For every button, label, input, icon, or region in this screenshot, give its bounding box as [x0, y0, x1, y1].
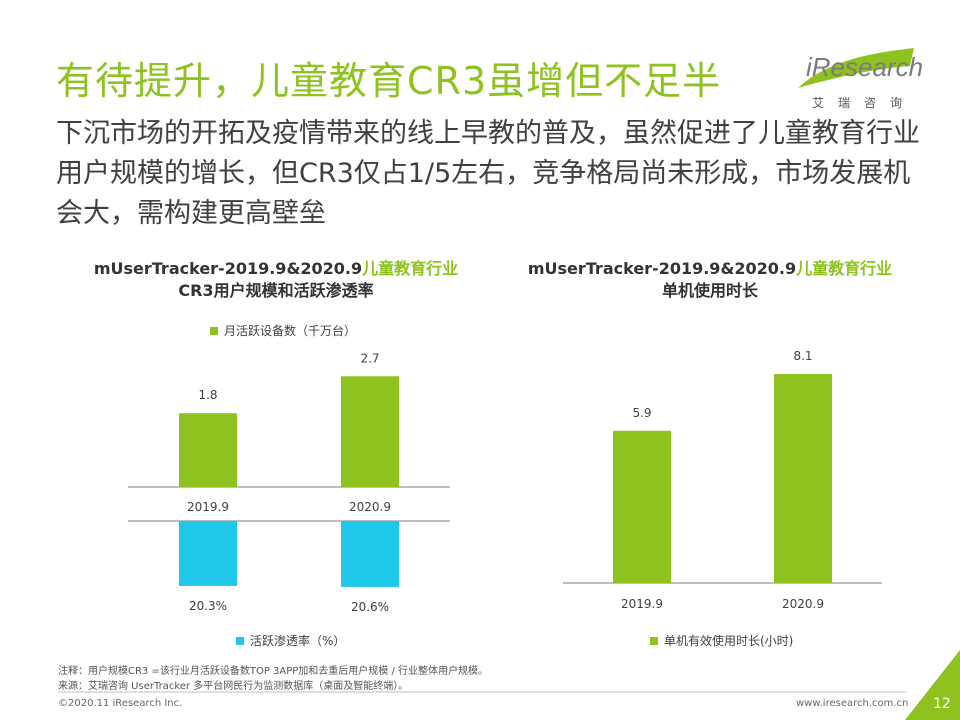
- right-chart-title: mUserTracker-2019.9&2020.9儿童教育行业 单机使用时长: [500, 258, 920, 302]
- page-subtitle: 下沉市场的开拓及疫情带来的线上早教的普及，虽然促进了儿童教育行业用户规模的增长，…: [56, 118, 920, 229]
- x-tick-label: 2019.9: [187, 500, 229, 514]
- right-chart-title-prefix: mUserTracker-2019.9&2020.9: [527, 259, 797, 278]
- note-line: 注释：用户规模CR3 =该行业月活跃设备数TOP 3APP加和去重后用户规模 /…: [58, 666, 489, 677]
- page-title: 有待提升，儿童教育CR3虽增但不足半: [56, 59, 722, 103]
- data-label-active-devices: 2.7: [360, 351, 379, 365]
- website-url[interactable]: www.iresearch.com.cn: [796, 698, 909, 709]
- data-label-penetration-rate: 20.3%: [189, 599, 227, 613]
- bar-active-devices: [341, 376, 399, 487]
- left-chart-title-prefix: mUserTracker-2019.9&2020.9: [93, 259, 363, 278]
- logo-text: iResearch: [806, 52, 924, 82]
- page-number: 12: [933, 696, 951, 712]
- data-label-active-devices: 1.8: [198, 388, 217, 402]
- data-label-usage-time: 5.9: [632, 406, 651, 420]
- left-chart-title-line2: CR3用户规模和活跃渗透率: [178, 281, 374, 300]
- copyright: ©2020.11 iResearch Inc.: [58, 698, 183, 709]
- legend-swatch-usage-time: [650, 637, 658, 645]
- legend-label-active-devices: 月活跃设备数（千万台）: [224, 323, 356, 338]
- right-chart-title-highlight: 儿童教育行业: [796, 259, 893, 278]
- legend-swatch-active-devices: [210, 327, 218, 335]
- logo-subtitle: 艾瑞咨询: [812, 96, 917, 110]
- legend-swatch-penetration-rate: [236, 637, 244, 645]
- bar-usage-time: [613, 430, 671, 583]
- x-tick-label: 2020.9: [349, 500, 391, 514]
- bar-usage-time: [774, 374, 832, 583]
- bar-active-devices: [179, 413, 237, 487]
- x-tick-label: 2019.9: [621, 597, 663, 611]
- data-label-penetration-rate: 20.6%: [351, 600, 389, 614]
- source-line: 来源：艾瑞咨询 UserTracker 多平台网民行为监测数据库（桌面及智能终端…: [58, 681, 409, 692]
- logo-swoosh: [798, 48, 914, 88]
- legend-label-usage-time: 单机有效使用时长(小时): [664, 633, 793, 648]
- bar-penetration-rate: [179, 521, 237, 586]
- bar-penetration-rate: [341, 521, 399, 587]
- x-tick-label: 2020.9: [782, 597, 824, 611]
- data-label-usage-time: 8.1: [793, 349, 812, 363]
- left-chart-title-highlight: 儿童教育行业: [362, 259, 459, 278]
- right-chart-title-line2: 单机使用时长: [661, 281, 758, 300]
- left-chart-title: mUserTracker-2019.9&2020.9儿童教育行业 CR3用户规模…: [66, 258, 486, 302]
- legend-label-penetration-rate: 活跃渗透率（%）: [250, 633, 345, 648]
